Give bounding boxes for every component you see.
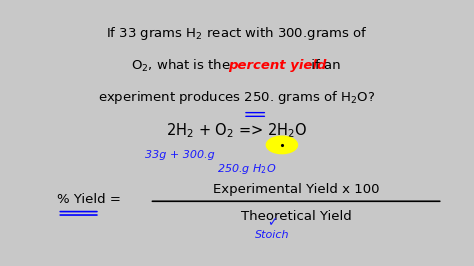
Text: Experimental Yield x 100: Experimental Yield x 100 bbox=[213, 183, 379, 196]
Circle shape bbox=[266, 136, 298, 154]
Text: 2H$_2$ + O$_2$ => 2H$_2$O: 2H$_2$ + O$_2$ => 2H$_2$O bbox=[166, 122, 308, 140]
Text: percent yield: percent yield bbox=[228, 59, 326, 72]
Text: Theoretical Yield: Theoretical Yield bbox=[241, 210, 351, 223]
Text: experiment produces 250. grams of H$_2$O?: experiment produces 250. grams of H$_2$O… bbox=[98, 89, 376, 106]
Text: Stoich: Stoich bbox=[255, 230, 290, 240]
Text: % Yield =: % Yield = bbox=[57, 193, 126, 206]
Text: 250.g H$_2$O: 250.g H$_2$O bbox=[217, 162, 276, 176]
Text: ✓: ✓ bbox=[267, 217, 278, 230]
Text: O$_2$, what is the: O$_2$, what is the bbox=[131, 57, 232, 74]
Text: if an: if an bbox=[307, 59, 340, 72]
Text: 33g + 300.g: 33g + 300.g bbox=[146, 151, 215, 160]
Text: If 33 grams H$_2$ react with 300.grams of: If 33 grams H$_2$ react with 300.grams o… bbox=[106, 25, 368, 42]
